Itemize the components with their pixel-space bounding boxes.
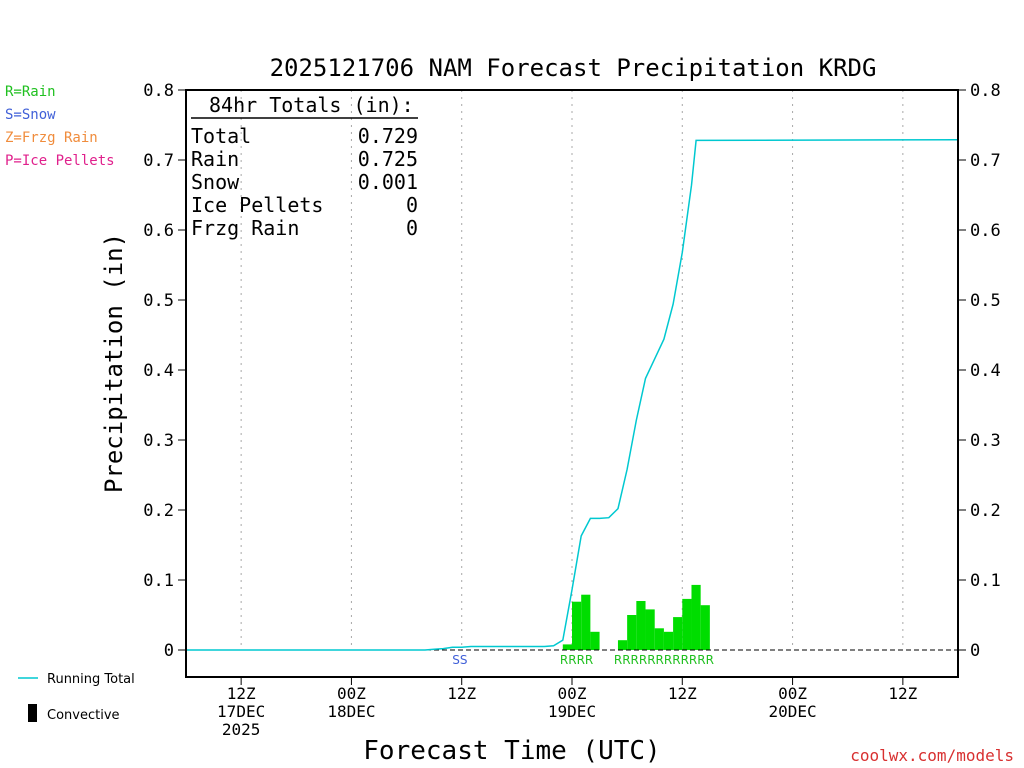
ptype-legend: R=Rain S=Snow Z=Frzg Rain P=Ice Pellets <box>5 84 115 169</box>
y-tick-label-left: 0.2 <box>143 501 174 521</box>
y-tick-label-right: 0 <box>970 641 980 661</box>
y-tick-label-left: 0.7 <box>143 151 174 171</box>
precip-bar <box>700 605 710 650</box>
ptype-label: RRRR <box>560 653 593 667</box>
x-tick-label: 12Z <box>447 684 476 703</box>
y-tick-label-right: 0.8 <box>970 81 1001 101</box>
credit-text: coolwx.com/models <box>850 746 1014 765</box>
legend-item-label: Convective <box>47 708 120 723</box>
y-tick-label-right: 0.4 <box>970 361 1001 381</box>
precip-bar <box>691 584 701 650</box>
y-tick-label-left: 0 <box>164 641 174 661</box>
ptype-legend-item: P=Ice Pellets <box>5 153 115 169</box>
precip-bar <box>645 609 655 650</box>
running-total-line <box>186 138 959 651</box>
x-tick-label: 00Z <box>558 684 587 703</box>
ptype-labels: SS RRRR RRRRRRRRRRRR <box>452 653 714 667</box>
y-tick-label-left: 0.3 <box>143 431 174 451</box>
totals-row-label: Rain <box>191 147 239 171</box>
y-tick-label-right: 0.5 <box>970 291 1001 311</box>
totals-heading: 84hr Totals (in): <box>209 93 414 117</box>
ptype-label: RRRRRRRRRRRR <box>614 653 714 667</box>
x-tick-label: 12Z <box>668 684 697 703</box>
precip-bar <box>673 617 683 650</box>
x-tick-label: 12Z <box>227 684 256 703</box>
totals-row-value: 0.729 <box>358 124 418 148</box>
precip-bar <box>562 644 572 650</box>
totals-row-value: 0 <box>406 216 418 240</box>
precip-bar <box>590 631 600 650</box>
ptype-legend-item: R=Rain <box>5 84 56 100</box>
precip-bar <box>581 594 591 650</box>
precip-bar <box>617 640 628 650</box>
chart-title: 2025121706 NAM Forecast Precipitation KR… <box>270 54 877 82</box>
y-tick-label-right: 0.2 <box>970 501 1001 521</box>
ptype-legend-item: S=Snow <box>5 107 56 123</box>
y-tick-label-left: 0.4 <box>143 361 174 381</box>
precip-bar <box>572 601 582 650</box>
precip-bars <box>562 584 710 650</box>
totals-row-value: 0 <box>406 193 418 217</box>
totals-row-label: Frzg Rain <box>191 216 299 240</box>
x-axis-label: Forecast Time (UTC) <box>363 736 660 766</box>
precip-bar <box>636 601 646 650</box>
y-tick-label-right: 0.6 <box>970 221 1001 241</box>
totals-row-label: Total <box>191 124 251 148</box>
y-tick-label-right: 0.1 <box>970 571 1001 591</box>
running-total-line-group <box>186 138 959 651</box>
precip-bar <box>654 628 664 650</box>
y-tick-label-right: 0.7 <box>970 151 1001 171</box>
y-tick-label-right: 0.3 <box>970 431 1001 451</box>
x-tick-label: 18DEC <box>327 702 375 721</box>
ptype-label: SS <box>452 653 467 667</box>
x-tick-label: 17DEC <box>217 702 265 721</box>
totals-row-value: 0.001 <box>358 170 418 194</box>
x-tick-label: 00Z <box>778 684 807 703</box>
precip-bar <box>663 631 674 650</box>
x-gridlines <box>240 90 904 650</box>
x-tick-label: 20DEC <box>768 702 816 721</box>
totals-row-label: Ice Pellets <box>191 193 323 217</box>
precip-bar <box>627 615 637 650</box>
y-tick-label-left: 0.1 <box>143 571 174 591</box>
legend-item-label: Running Total <box>47 672 135 687</box>
y-tick-label-left: 0.5 <box>143 291 174 311</box>
precip-bar <box>682 598 692 650</box>
series-legend: Running Total Convective <box>18 672 135 723</box>
x-tick-label: 19DEC <box>548 702 596 721</box>
x-tick-label: 2025 <box>222 720 261 739</box>
y-axis-ticks: 0 00.1 0.10.2 0.20.3 0.30.4 0.40.5 0.50.6 0.60.… <box>143 81 1000 661</box>
totals-box: 84hr Totals (in): Total 0.729 Rain 0.725 Sno… <box>191 93 418 240</box>
totals-row-label: Snow <box>191 170 240 194</box>
y-tick-label-left: 0.8 <box>143 81 174 101</box>
legend-bar-swatch <box>28 704 37 722</box>
x-tick-label: 12Z <box>888 684 917 703</box>
y-tick-label-left: 0.6 <box>143 221 174 241</box>
ptype-legend-item: Z=Frzg Rain <box>5 130 98 146</box>
totals-row-value: 0.725 <box>358 147 418 171</box>
y-axis-label: Precipitation (in) <box>100 233 128 493</box>
x-tick-label: 00Z <box>337 684 366 703</box>
